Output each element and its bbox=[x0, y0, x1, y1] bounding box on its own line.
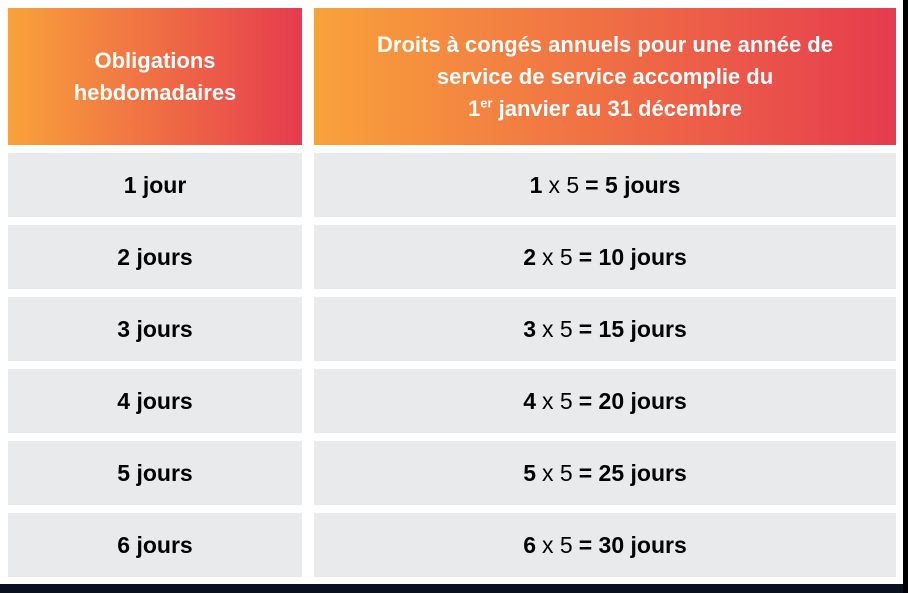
obligation-value: 4 jours bbox=[117, 387, 193, 414]
equation-middle: x 5 bbox=[542, 459, 573, 486]
equation-middle: x 5 bbox=[542, 243, 573, 270]
equation-middle: x 5 bbox=[548, 171, 580, 198]
equation-factor: 1 bbox=[529, 171, 543, 198]
date-rest: janvier au 31 décembre bbox=[492, 95, 742, 121]
equation-result: = 30 jours bbox=[578, 531, 687, 558]
conges-table: Obligations hebdomadaires Droits à congé… bbox=[8, 8, 896, 577]
equation-factor: 6 bbox=[523, 531, 537, 558]
equation-result: = 20 jours bbox=[578, 387, 687, 414]
header-droits-line3: 1er janvier au 31 décembre bbox=[468, 93, 742, 125]
ordinal-superscript: er bbox=[480, 95, 493, 111]
equation-result: = 10 jours bbox=[578, 243, 687, 270]
equation-result: = 15 jours bbox=[578, 315, 687, 342]
equation-factor: 4 bbox=[523, 387, 537, 414]
equation-middle: x 5 bbox=[542, 387, 573, 414]
header-droits-line1: Droits à congés annuels pour une année d… bbox=[377, 31, 833, 57]
obligation-cell: 3 jours bbox=[8, 297, 302, 361]
equation-middle: x 5 bbox=[542, 315, 573, 342]
obligation-value: 1 jour bbox=[123, 171, 187, 198]
obligation-cell: 6 jours bbox=[8, 513, 302, 577]
header-droits-line2: service de service accomplie du bbox=[436, 63, 774, 89]
obligation-cell: 1 jour bbox=[8, 153, 302, 217]
equation-middle: x 5 bbox=[542, 531, 573, 558]
obligation-value: 6 jours bbox=[117, 531, 193, 558]
obligation-cell: 2 jours bbox=[8, 225, 302, 289]
equation-result: = 5 jours bbox=[585, 171, 681, 198]
equation-factor: 3 bbox=[523, 315, 537, 342]
equation-factor: 2 bbox=[523, 243, 537, 270]
obligation-value: 3 jours bbox=[117, 315, 193, 342]
header-obligations-line1: Obligations bbox=[94, 47, 216, 73]
right-edge-border bbox=[903, 0, 908, 593]
obligation-cell: 5 jours bbox=[8, 441, 302, 505]
equation-result: = 25 jours bbox=[578, 459, 687, 486]
footer-bar bbox=[0, 584, 908, 593]
equation-factor: 5 bbox=[523, 459, 537, 486]
header-obligations-line2: hebdomadaires bbox=[73, 79, 237, 105]
obligation-cell: 4 jours bbox=[8, 369, 302, 433]
header-droits-conges: Droits à congés annuels pour une année d… bbox=[314, 8, 896, 145]
date-number: 1 bbox=[467, 95, 481, 121]
obligation-value: 5 jours bbox=[117, 459, 193, 486]
obligation-value: 2 jours bbox=[117, 243, 193, 270]
header-obligations-hebdomadaires: Obligations hebdomadaires bbox=[8, 8, 302, 145]
